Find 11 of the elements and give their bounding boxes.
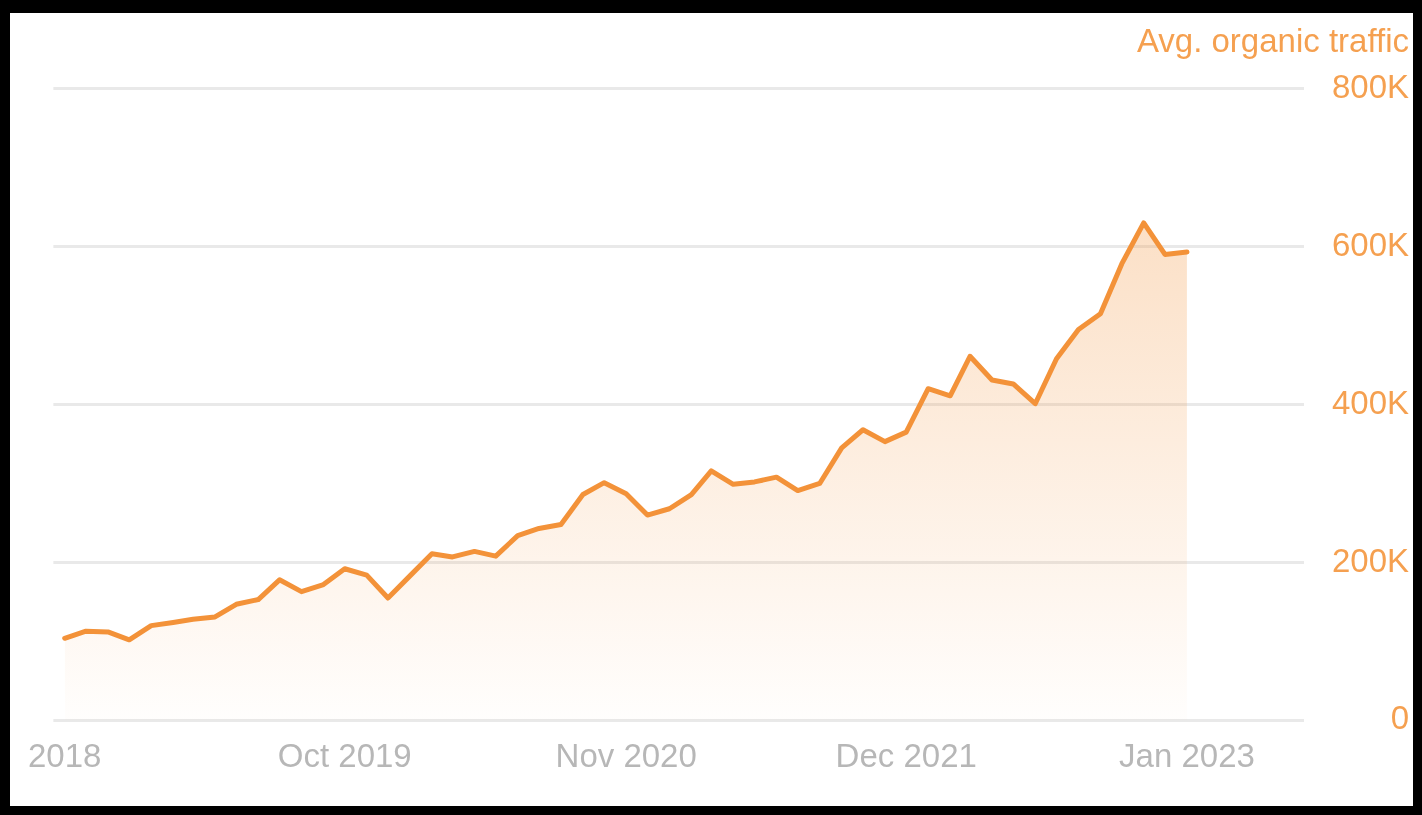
x-tick-label: Dec 2021 (835, 737, 977, 775)
y-tick-label: 200K (1331, 541, 1409, 579)
y-tick-label: 600K (1331, 225, 1409, 263)
x-tick-label: Jan 2023 (1119, 737, 1255, 775)
x-tick-label: Nov 2020 (555, 737, 697, 775)
y-axis-title: Avg. organic traffic (1136, 21, 1409, 59)
x-tick-label: Oct 2019 (277, 737, 412, 775)
y-tick-label: 0 (1390, 699, 1409, 737)
x-tick-label: 2018 (28, 737, 102, 775)
y-tick-label: 400K (1331, 383, 1409, 421)
y-tick-label: 800K (1331, 67, 1409, 105)
